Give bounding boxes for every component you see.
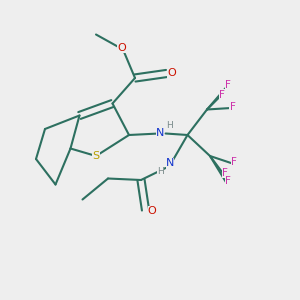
Text: O: O	[167, 68, 176, 79]
Text: H: H	[166, 121, 173, 130]
Text: F: F	[219, 89, 225, 100]
Text: O: O	[117, 43, 126, 53]
Text: N: N	[156, 128, 164, 139]
Text: F: F	[225, 80, 231, 91]
Text: F: F	[222, 167, 228, 178]
Text: N: N	[166, 158, 174, 169]
Text: S: S	[92, 151, 100, 161]
Text: F: F	[230, 101, 236, 112]
Text: H: H	[157, 167, 164, 176]
Text: O: O	[148, 206, 157, 217]
Text: F: F	[231, 157, 237, 167]
Text: F: F	[225, 176, 231, 187]
